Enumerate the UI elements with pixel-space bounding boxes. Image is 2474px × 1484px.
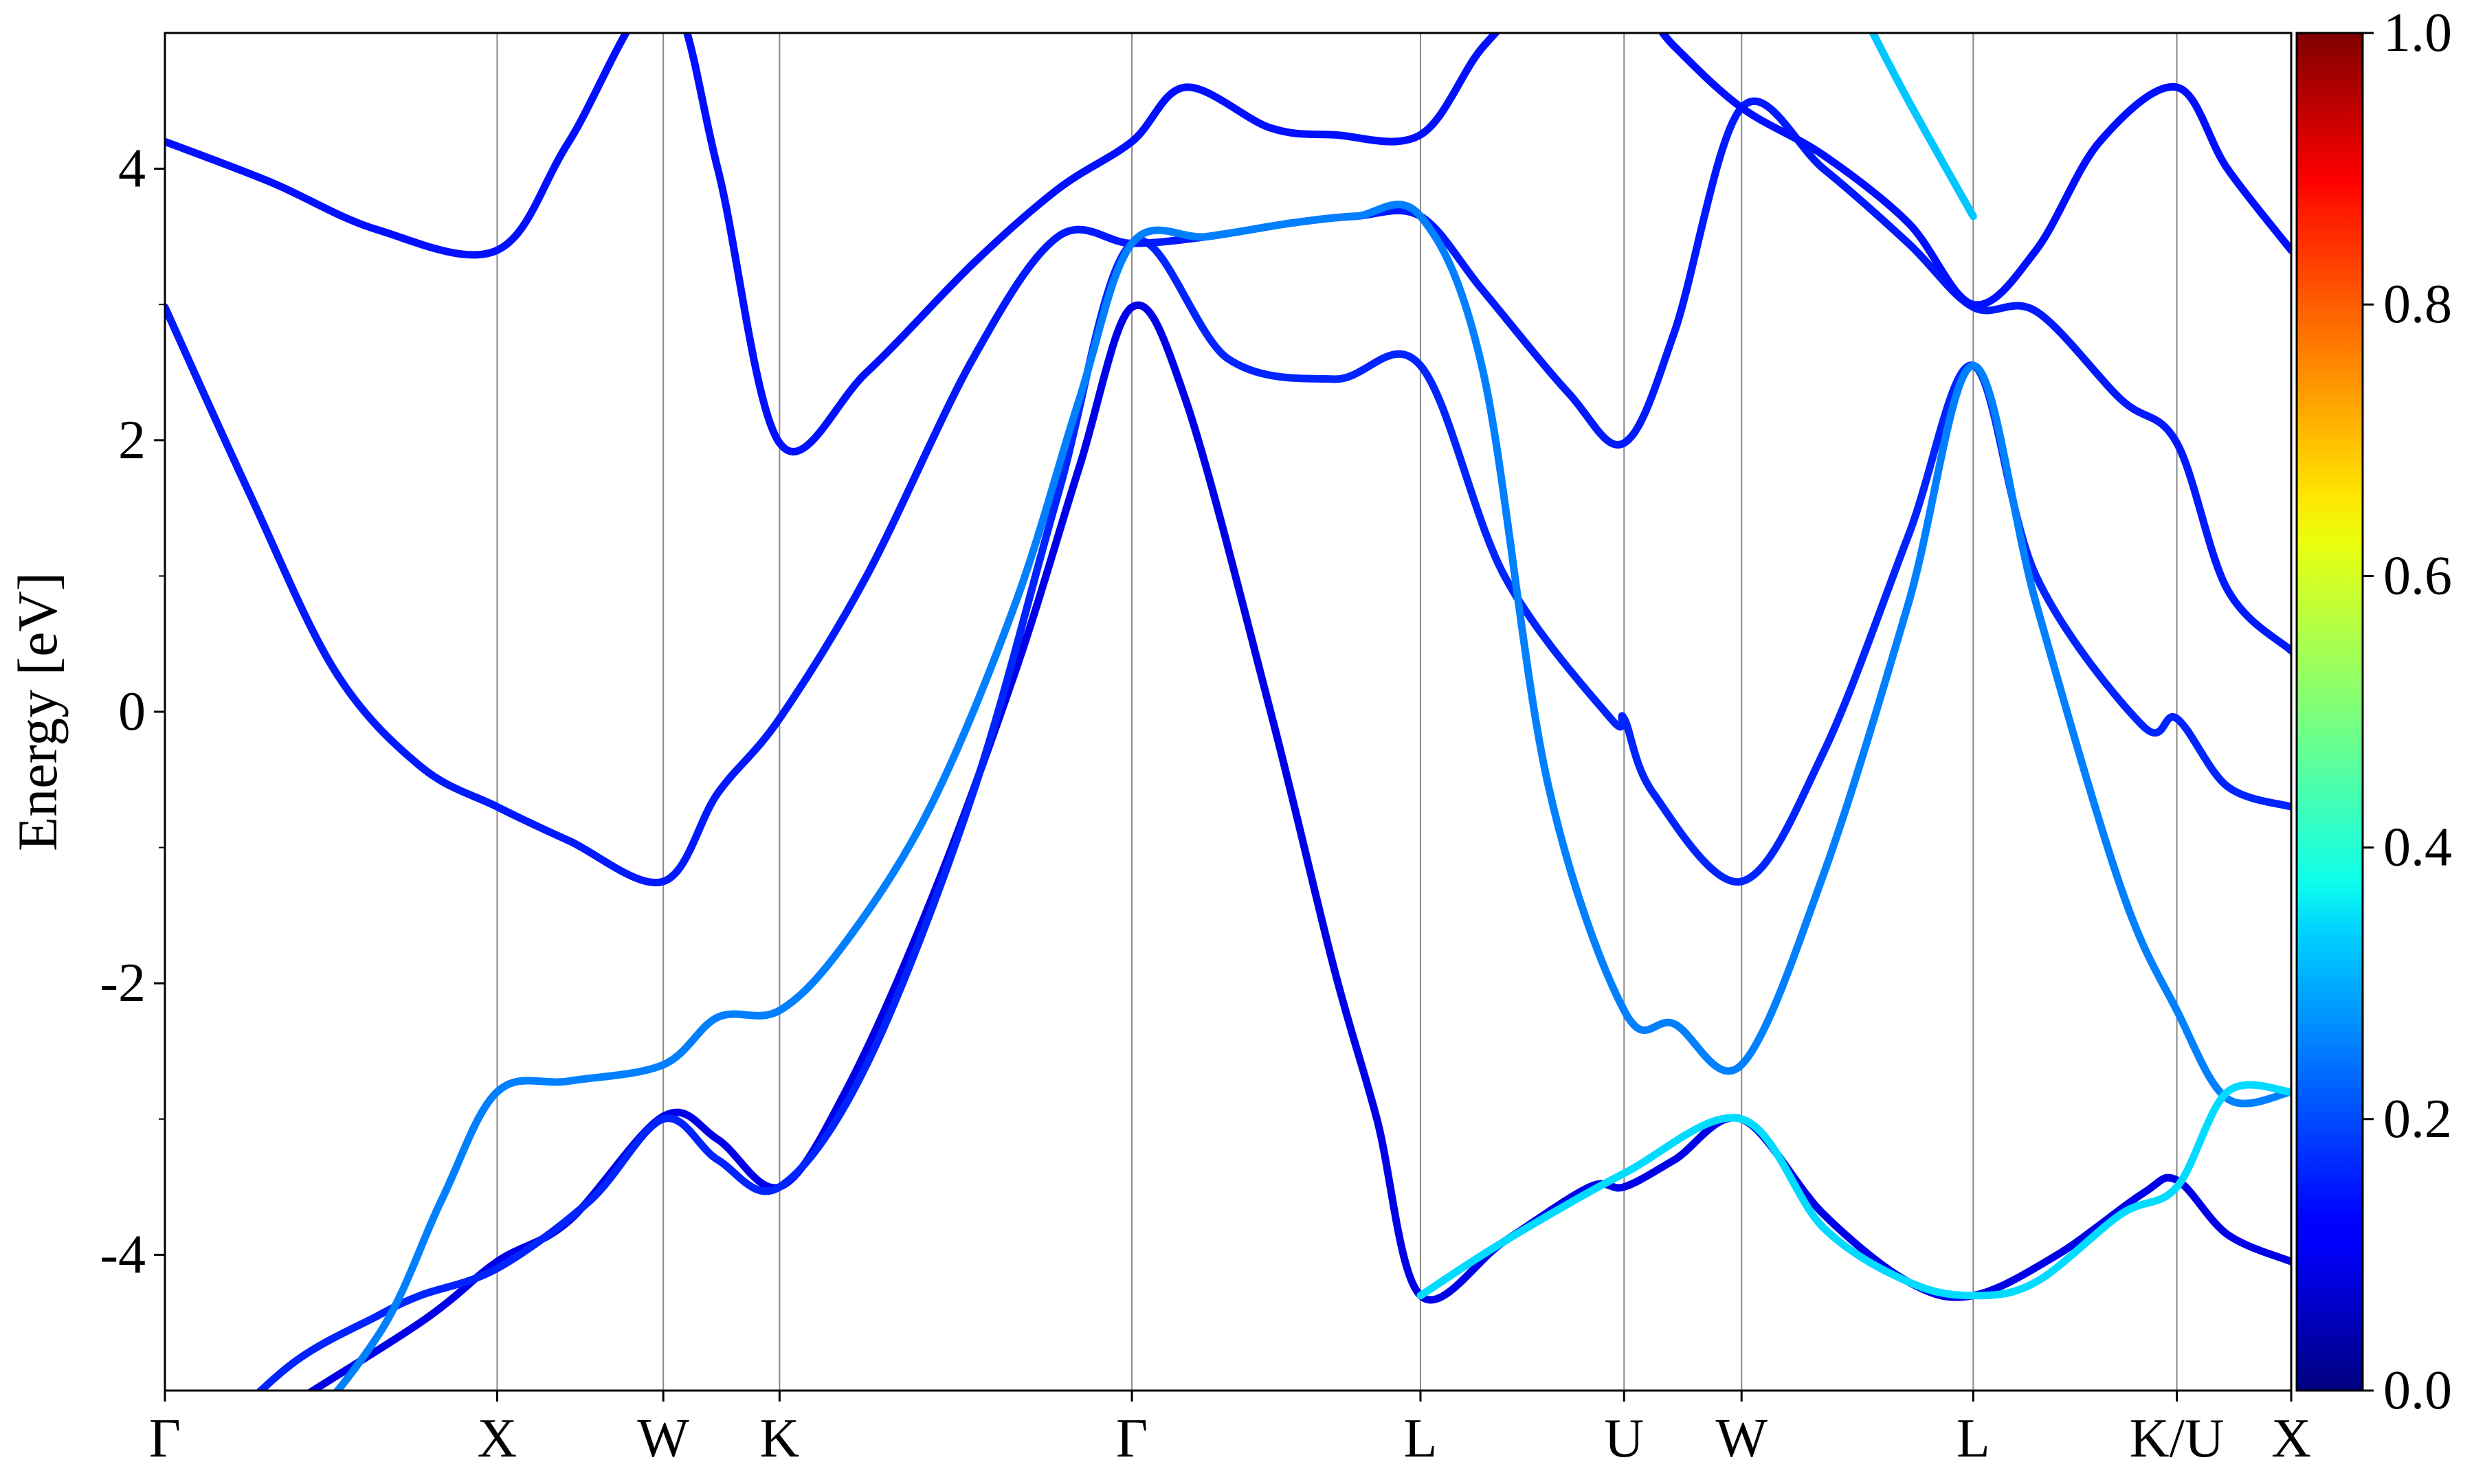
x-tick-label: K [759, 1408, 799, 1469]
y-tick-label: 4 [118, 139, 146, 199]
k-point-gridlines [496, 33, 2178, 1391]
y-axis: -4 -2 0 2 4 [100, 139, 165, 1285]
x-tick-label: L [1957, 1408, 1990, 1469]
y-tick-label: -2 [100, 953, 146, 1013]
x-axis: Γ X W K Γ L U W L K/U X [149, 1391, 2311, 1469]
x-tick-label: X [478, 1408, 517, 1469]
band-line-3 [165, 33, 2291, 456]
band-line-6 [1416, 1081, 2291, 1300]
y-tick-label: -4 [100, 1224, 146, 1285]
x-tick-label: W [637, 1408, 689, 1469]
colorbar-tick-label: 0.6 [2383, 546, 2452, 606]
band-line-4 [333, 201, 2291, 1391]
y-tick-label: 2 [118, 410, 146, 471]
colorbar-tick-label: 0.8 [2383, 274, 2452, 335]
colorbar-ticks: 0.0 0.2 0.4 0.6 0.8 1.0 [2363, 3, 2452, 1421]
colorbar-tick-label: 0.0 [2383, 1360, 2452, 1421]
x-tick-label: X [2271, 1408, 2311, 1469]
x-tick-label: L [1404, 1408, 1438, 1469]
y-tick-label: 0 [118, 682, 146, 742]
band-lines [165, 33, 2291, 1391]
colorbar-tick-label: 0.2 [2383, 1089, 2452, 1149]
colorbar: 0.0 0.2 0.4 0.6 0.8 1.0 [2295, 3, 2452, 1421]
colorbar-gradient [2295, 32, 2364, 1392]
x-tick-label: Γ [149, 1408, 181, 1469]
colorbar-tick-label: 0.4 [2383, 818, 2452, 878]
x-tick-label: U [1604, 1408, 1644, 1469]
band-line-0 [306, 301, 2291, 1391]
band-line-5 [1869, 33, 1977, 221]
x-tick-label: K/U [2130, 1408, 2225, 1469]
colorbar-tick-label: 1.0 [2383, 3, 2452, 63]
y-axis-label: Energy [eV] [6, 572, 69, 851]
x-tick-label: W [1715, 1408, 1768, 1469]
x-tick-label: Γ [1116, 1408, 1148, 1469]
